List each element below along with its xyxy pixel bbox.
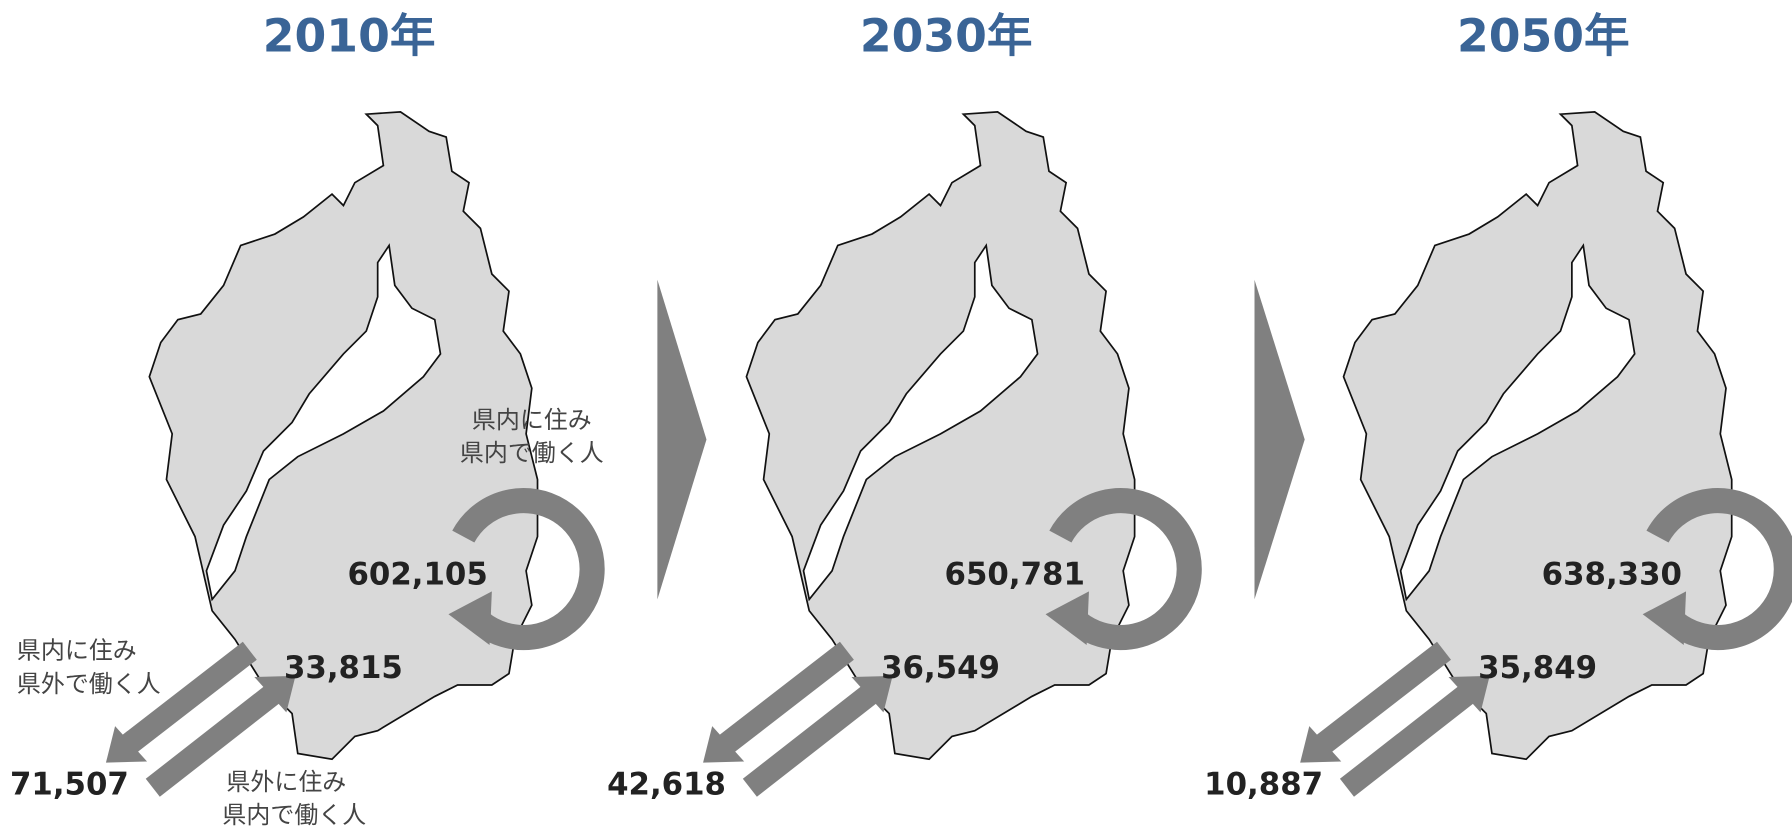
inflow-label: 県外に住み (226, 768, 346, 796)
outflow-value: 42,618 (607, 767, 726, 803)
inflow-arrow-head (254, 675, 296, 713)
inflow-arrow-head (1448, 675, 1490, 713)
inner-label: 県内に住み (472, 406, 592, 434)
outflow-arrow-head (1300, 726, 1342, 763)
inner-value: 650,781 (945, 557, 1085, 593)
cycle-arrow-head (448, 591, 492, 646)
inner-value: 638,330 (1542, 557, 1682, 593)
cycle-arrow (452, 488, 605, 651)
panel: 2050年 638,330 35,849 10,887 (1204, 9, 1792, 803)
next-arrow (657, 279, 707, 600)
year-title: 2010年 (263, 9, 436, 62)
year-title: 2030年 (860, 9, 1033, 62)
cycle-arrow (1646, 488, 1792, 651)
next-arrow (1254, 279, 1305, 600)
cycle-arrow (1049, 488, 1202, 651)
outflow-arrow (718, 641, 854, 754)
outflow-value: 71,507 (10, 767, 129, 803)
inflow-label: 県内で働く人 (222, 801, 366, 829)
outflow-arrow-head (105, 726, 148, 763)
outflow-value: 10,887 (1204, 767, 1323, 803)
inflow-arrow (742, 685, 877, 797)
year-title: 2050年 (1457, 9, 1630, 62)
inflow-value: 33,815 (284, 650, 403, 686)
panel: 2030年 650,781 36,549 42,618 (607, 9, 1202, 803)
inflow-arrow-head (851, 675, 893, 713)
inflow-value: 35,849 (1478, 650, 1597, 686)
prefecture-map (148, 111, 539, 761)
panel: 2010年602,10533,81571,507県内に住み県内で働く人県内に住み… (10, 9, 605, 829)
cycle-arrow-head (1642, 591, 1687, 646)
cycle-arrow-head (1045, 591, 1089, 646)
outflow-arrow (1316, 641, 1451, 754)
outflow-arrow (121, 641, 257, 754)
outflow-label: 県内に住み (17, 637, 137, 665)
inner-label: 県内で働く人 (460, 439, 604, 467)
inflow-value: 36,549 (881, 650, 1000, 686)
prefecture-map (745, 111, 1136, 761)
outflow-label: 県外で働く人 (17, 670, 161, 698)
inflow-arrow (1339, 685, 1474, 797)
prefecture-map (1342, 111, 1733, 761)
outflow-arrow-head (703, 726, 745, 763)
inner-value: 602,105 (347, 557, 487, 593)
inflow-arrow (145, 685, 280, 797)
